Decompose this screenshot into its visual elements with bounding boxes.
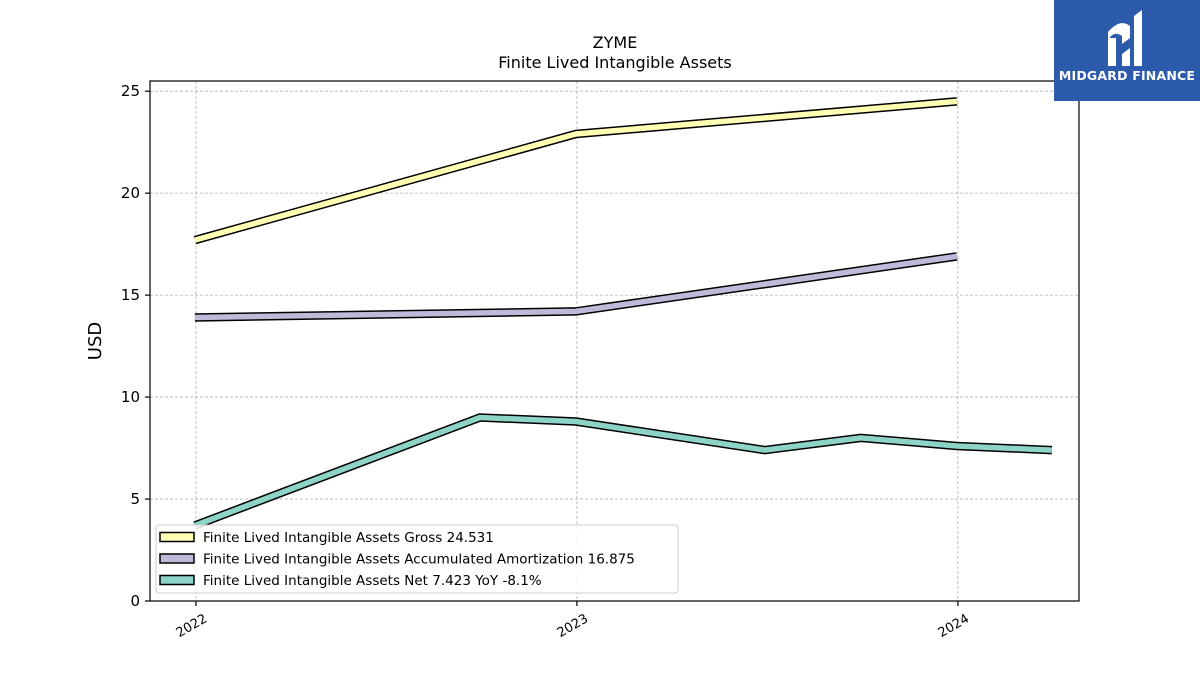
plot-frame [149,80,1080,602]
y-tick-label: 0 [130,592,140,610]
legend-swatch [159,574,195,586]
y-axis-ticks: 0 5 10 15 20 25 [121,82,150,610]
legend-label: Finite Lived Intangible Assets Accumulat… [203,552,635,568]
x-tick-label: 2023 [555,611,591,641]
x-tick-label: 2024 [936,611,972,641]
legend: Finite Lived Intangible Assets Gross 24.… [155,524,679,594]
series-1 [194,252,958,322]
legend-swatch [159,531,195,543]
y-tick-label: 25 [121,82,140,100]
series-2 [193,413,1053,530]
y-tick-label: 20 [121,184,140,202]
grid [150,81,1079,602]
chart-title: ZYME [593,33,638,52]
logo-text: MIDGARD FINANCE [1058,68,1196,83]
series-line-outline [194,252,958,322]
series-line [194,253,958,321]
x-tick-label: 2022 [174,611,210,641]
y-tick-label: 15 [121,286,140,304]
legend-swatch [159,553,195,564]
legend-label: Finite Lived Intangible Assets Gross 24.… [203,530,494,546]
legend-label: Finite Lived Intangible Assets Net 7.423… [203,573,542,589]
series-line-outline [193,413,1053,530]
series-0 [193,97,958,245]
series-lines [193,97,1053,530]
series-line [193,414,1053,529]
chart-subtitle: Finite Lived Intangible Assets [498,53,731,72]
series-line [194,98,958,243]
y-tick-label: 5 [130,490,140,508]
x-axis-ticks: 2022 2023 2024 [174,601,972,641]
series-line-outline [193,97,958,245]
brand-logo: MIDGARD FINANCE [1054,0,1200,101]
legend-box [155,524,679,594]
midgard-logo-icon [1108,10,1142,66]
y-tick-label: 10 [121,388,140,406]
y-axis-label: USD [85,322,106,360]
